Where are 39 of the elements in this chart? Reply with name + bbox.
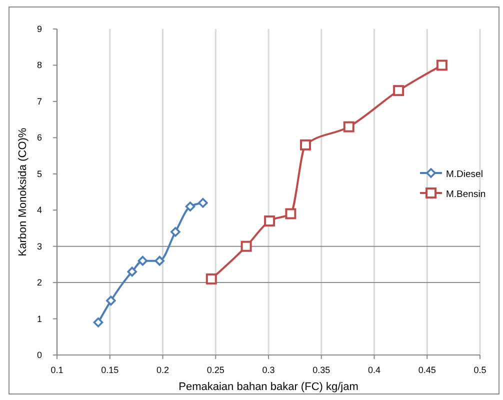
x-tick-label: 0.35 <box>312 365 330 375</box>
y-tick-label: 8 <box>36 60 42 70</box>
point <box>343 121 354 132</box>
y-tick-label: 4 <box>36 205 42 216</box>
y-tick-label: 5 <box>36 168 42 179</box>
y-tick-label: 9 <box>36 24 42 34</box>
y-tick-label: 0 <box>36 350 42 360</box>
point <box>198 198 208 208</box>
y-tick-label: 1 <box>36 314 42 324</box>
x-tick-label: 0.3 <box>262 365 275 375</box>
point <box>393 85 404 96</box>
point <box>185 202 196 212</box>
y-tick-label: 6 <box>36 132 42 143</box>
y-tick-label: 2 <box>36 278 42 288</box>
x-tick-label: 0.45 <box>418 365 436 375</box>
point <box>285 208 296 220</box>
point <box>127 266 137 277</box>
point <box>264 215 276 226</box>
point <box>154 256 164 266</box>
x-tick-label: 0.15 <box>101 365 119 375</box>
y-axis-title: Karbon Monoksida (CO)% <box>17 128 29 256</box>
y-tick-label: 7 <box>36 96 42 106</box>
legend-label: M.Bensin <box>446 189 486 200</box>
x-axis-title: Pemakaian bahan bakar (FC) kg/jam <box>178 381 358 393</box>
x-tick-label: 0.4 <box>368 365 381 375</box>
point <box>436 60 448 71</box>
point <box>106 296 116 306</box>
point <box>93 318 104 328</box>
point <box>206 273 217 284</box>
x-tick-label: 0.25 <box>206 365 224 375</box>
x-tick-label: 0.2 <box>156 365 170 375</box>
point <box>170 226 180 237</box>
x-tick-label: 0.5 <box>474 365 486 375</box>
point <box>300 139 312 150</box>
x-tick-label: 0.1 <box>50 365 64 375</box>
point <box>240 240 252 252</box>
point <box>138 256 148 266</box>
legend-label: M.Diesel <box>446 169 483 180</box>
y-tick-label: 3 <box>36 241 42 252</box>
